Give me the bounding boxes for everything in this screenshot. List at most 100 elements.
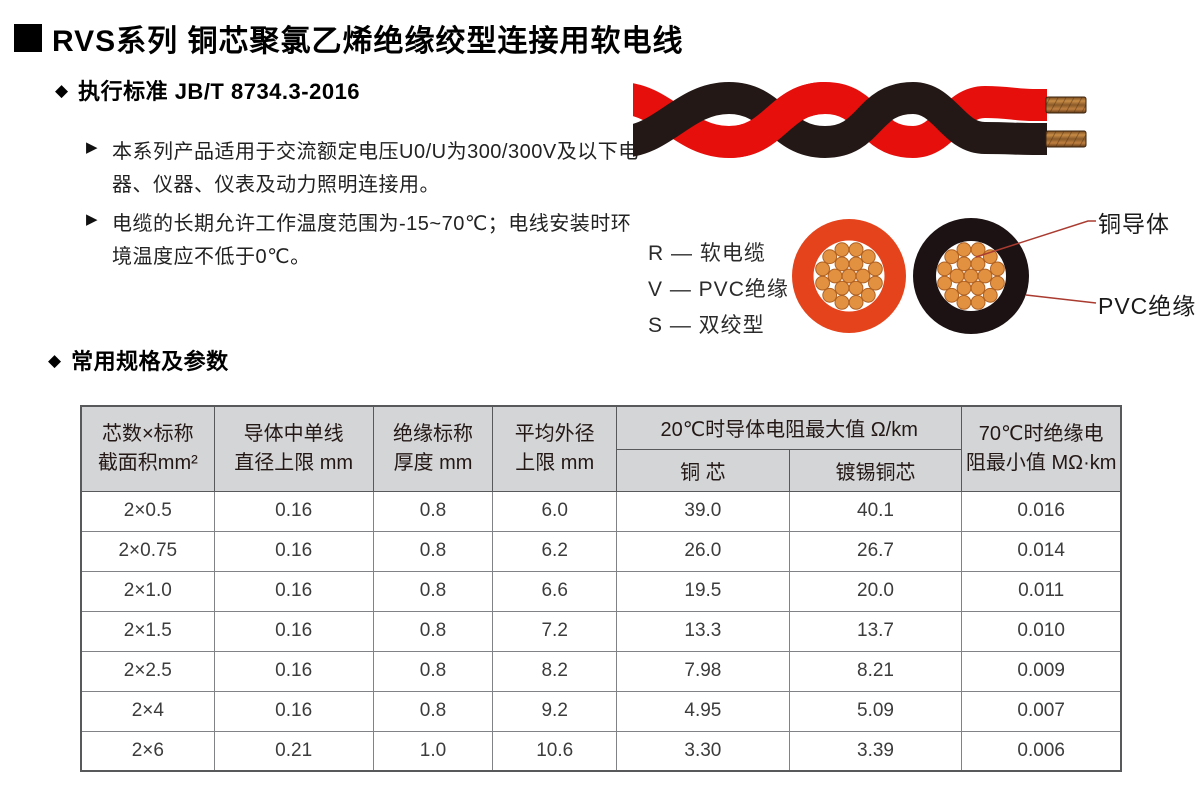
table-cell: 2×1.0 — [80, 570, 215, 612]
copper-strand — [815, 261, 830, 277]
copper-strand — [848, 256, 864, 272]
table-cell: 26.7 — [788, 530, 963, 572]
table-cell: 0.16 — [213, 610, 374, 652]
table-cell: 20.0 — [788, 570, 963, 612]
copper-strand — [949, 268, 965, 284]
table-cell: 9.2 — [492, 690, 618, 732]
table-cell: 0.16 — [213, 530, 374, 572]
bullet-item: ▶ 电缆的长期允许工作温度范围为-15~70℃；电线安装时环境温度应不低于0℃。 — [86, 208, 646, 274]
copper-strand — [834, 256, 850, 272]
table-cell: 0.8 — [372, 570, 494, 612]
bullet-text: 电缆的长期允许工作温度范围为-15~70℃；电线安装时环境温度应不低于0℃。 — [112, 213, 632, 268]
table-row: 2×2.5 0.16 0.8 8.2 7.98 8.21 0.009 — [80, 650, 1122, 692]
copper-strand — [970, 280, 986, 296]
standard-heading: ◆ 执行标准 JB/T 8734.3-2016 — [55, 74, 360, 106]
code-legend: R — 软电缆 V — PVC绝缘 S — 双绞型 — [648, 236, 789, 344]
spec-table: 芯数×标称 截面积mm² 导体中单线 直径上限 mm 绝缘标称 厚度 mm 平均… — [80, 405, 1122, 772]
conductor-label: 铜导体 — [1098, 211, 1170, 237]
col-header-tinned-copper-core: 镀锡铜芯 — [788, 448, 963, 492]
copper-strand — [970, 256, 986, 272]
table-cell: 0.010 — [961, 610, 1122, 652]
table-cell: 0.16 — [213, 650, 374, 692]
copper-strand — [956, 295, 972, 310]
table-cell: 6.6 — [492, 570, 618, 612]
copper-strand — [860, 287, 876, 303]
copper-strand — [963, 268, 979, 284]
diamond-icon: ◆ — [48, 350, 62, 370]
table-row: 2×1.5 0.16 0.8 7.2 13.3 13.7 0.010 — [80, 610, 1122, 652]
copper-strand — [822, 249, 838, 265]
table-cell: 0.009 — [961, 650, 1122, 692]
legend-line-s: S — 双绞型 — [648, 314, 765, 337]
table-cell: 6.2 — [492, 530, 618, 572]
table-cell: 26.0 — [616, 530, 790, 572]
copper-strand — [937, 261, 953, 277]
table-cell: 40.1 — [788, 490, 963, 532]
table-cell: 0.006 — [961, 730, 1122, 772]
table-cell: 0.007 — [961, 690, 1122, 732]
insulation-leader-line — [1025, 294, 1097, 304]
table-cell: 13.3 — [616, 610, 790, 652]
table-row: 2×4 0.16 0.8 9.2 4.95 5.09 0.007 — [80, 690, 1122, 732]
table-cell: 0.8 — [372, 650, 494, 692]
insulation-label: PVC绝缘 — [1098, 293, 1197, 319]
diamond-icon: ◆ — [55, 80, 69, 100]
legend-line-r: R — 软电缆 — [648, 242, 766, 265]
copper-strand — [970, 295, 986, 310]
table-cell: 2×2.5 — [80, 650, 215, 692]
red-core-cross-section — [792, 219, 906, 333]
legend-line-v: V — PVC绝缘 — [648, 278, 789, 301]
copper-strand — [868, 261, 883, 277]
table-row: 2×6 0.21 1.0 10.6 3.30 3.39 0.006 — [80, 730, 1122, 772]
triangle-bullet-icon: ▶ — [86, 211, 98, 228]
copper-strand — [944, 249, 960, 265]
table-cell: 19.5 — [616, 570, 790, 612]
black-core-cross-section — [913, 218, 1029, 334]
table-cell: 0.8 — [372, 690, 494, 732]
table-cell: 8.21 — [788, 650, 963, 692]
col-header-wire-diameter: 导体中单线 直径上限 mm — [213, 405, 374, 492]
table-cell: 1.0 — [372, 730, 494, 772]
table-cell: 0.8 — [372, 530, 494, 572]
copper-strand — [937, 275, 953, 291]
table-cell: 0.8 — [372, 490, 494, 532]
bullet-item: ▶ 本系列产品适用于交流额定电压U0/U为300/300V及以下电器、仪器、仪表… — [86, 136, 646, 202]
copper-strand — [956, 280, 972, 296]
copper-strand — [956, 242, 972, 257]
copper-strand — [815, 275, 830, 291]
copper-strand — [956, 256, 972, 272]
copper-strand — [834, 280, 850, 296]
table-cell: 8.2 — [492, 650, 618, 692]
col-header-outer-diameter: 平均外径 上限 mm — [492, 405, 618, 492]
copper-strand — [982, 287, 998, 303]
spec-table-container: 芯数×标称 截面积mm² 导体中单线 直径上限 mm 绝缘标称 厚度 mm 平均… — [80, 405, 1122, 772]
copper-strand — [834, 242, 850, 257]
col-header-insulation-thickness: 绝缘标称 厚度 mm — [372, 405, 494, 492]
copper-strand — [848, 242, 864, 257]
table-cell: 2×0.5 — [80, 490, 215, 532]
bullet-text: 本系列产品适用于交流额定电压U0/U为300/300V及以下电器、仪器、仪表及动… — [112, 141, 639, 196]
table-cell: 7.2 — [492, 610, 618, 652]
intro-bullets: ▶ 本系列产品适用于交流额定电压U0/U为300/300V及以下电器、仪器、仪表… — [86, 136, 646, 280]
table-cell: 0.16 — [213, 690, 374, 732]
table-cell: 0.014 — [961, 530, 1122, 572]
copper-tip-bottom — [1045, 130, 1087, 148]
red-wire-over-segment — [727, 82, 827, 158]
table-row: 2×0.5 0.16 0.8 6.0 39.0 40.1 0.016 — [80, 490, 1122, 532]
col-header-insulation-resistance: 70℃时绝缘电 阻最小值 MΩ·km — [961, 405, 1122, 492]
table-cell: 39.0 — [616, 490, 790, 532]
standard-heading-text: 执行标准 JB/T 8734.3-2016 — [78, 79, 361, 104]
copper-strand — [977, 268, 993, 284]
black-wire — [633, 81, 1047, 159]
copper-strand — [860, 249, 876, 265]
table-cell: 0.16 — [213, 570, 374, 612]
title-bar: RVS系列 铜芯聚氯乙烯绝缘绞型连接用软电线 — [14, 16, 683, 60]
table-cell: 5.09 — [788, 690, 963, 732]
table-cell: 0.016 — [961, 490, 1122, 532]
table-cell: 6.0 — [492, 490, 618, 532]
table-cell: 0.16 — [213, 490, 374, 532]
page-title: RVS系列 铜芯聚氯乙烯绝缘绞型连接用软电线 — [52, 25, 684, 58]
col-header-resistance-group: 20℃时导体电阻最大值 Ω/km — [616, 405, 963, 450]
table-cell: 3.30 — [616, 730, 790, 772]
copper-strand — [990, 275, 1005, 291]
